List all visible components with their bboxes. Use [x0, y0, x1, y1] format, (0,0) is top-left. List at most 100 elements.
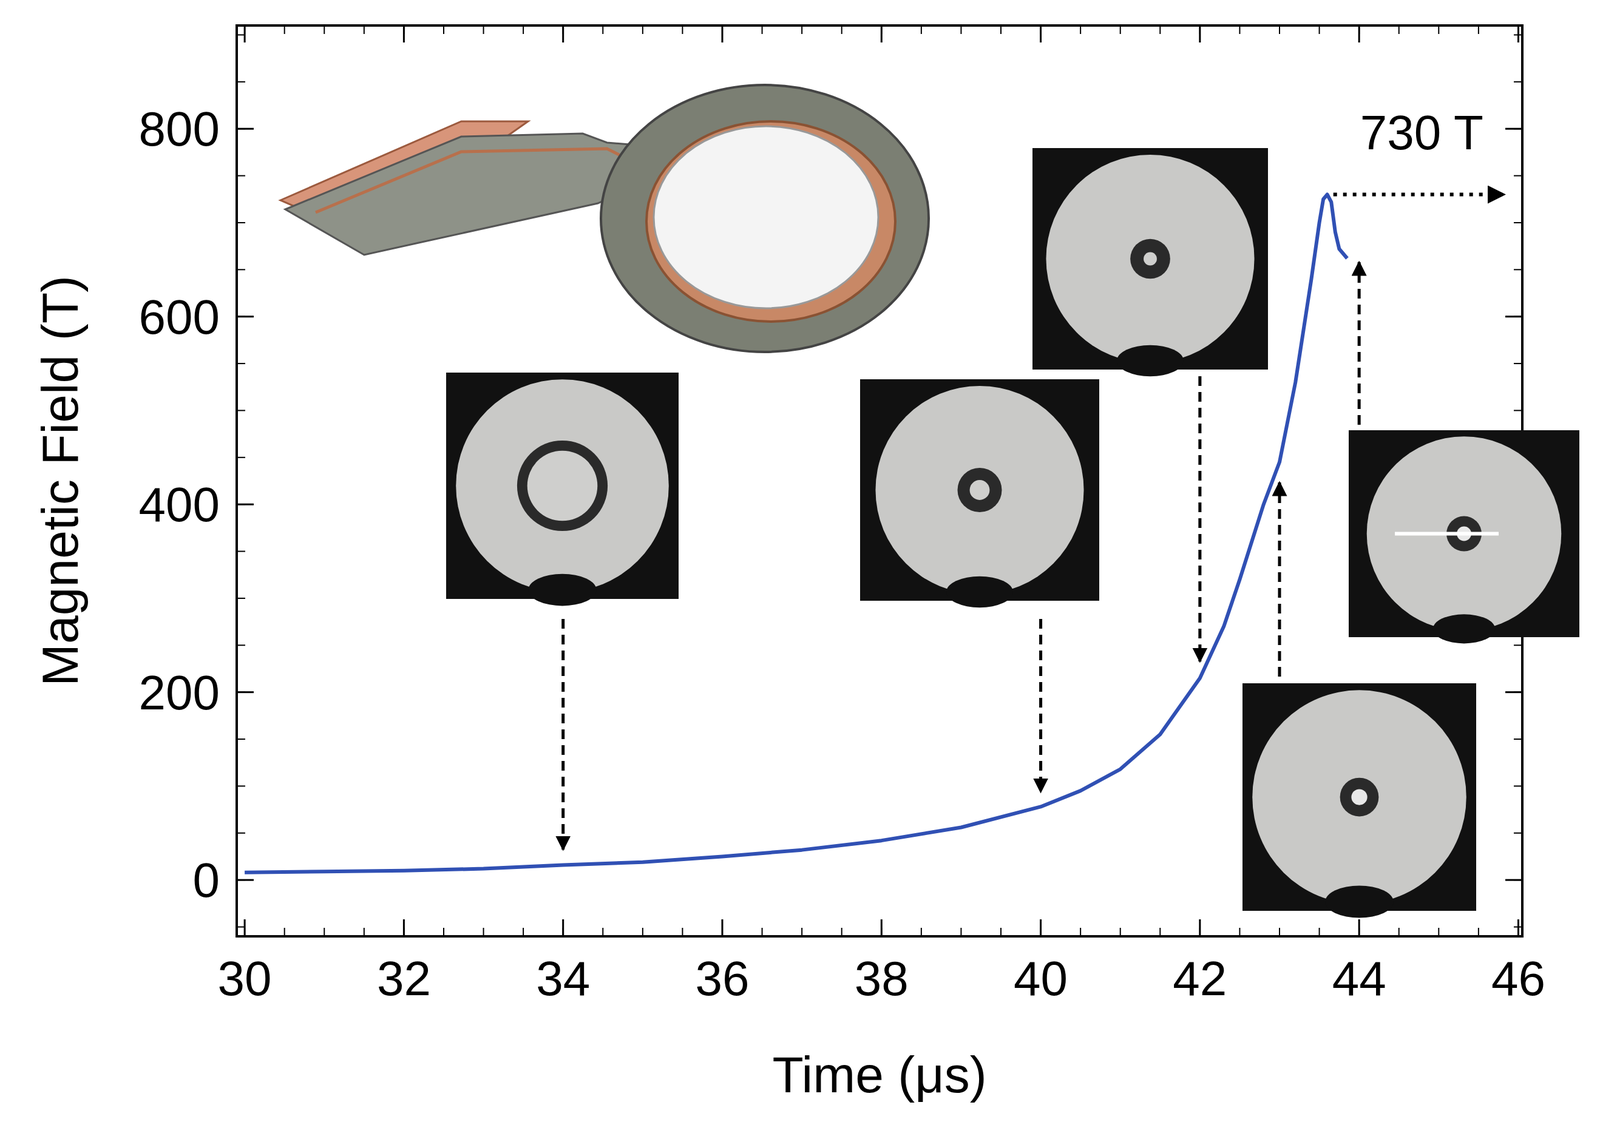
- x-minor-tick-top: [920, 25, 923, 34]
- x-minor-tick: [1318, 928, 1321, 937]
- x-minor-tick: [483, 928, 485, 937]
- x-minor-tick: [562, 928, 564, 937]
- x-tick-top: [880, 25, 883, 43]
- y-tick: [236, 315, 254, 318]
- photo-shadow: [946, 576, 1014, 608]
- x-tick: [1358, 919, 1361, 937]
- photo-field: [1366, 436, 1562, 632]
- x-tick: [244, 919, 246, 937]
- snapshot-image: [446, 372, 679, 606]
- x-tick-label: 34: [535, 951, 590, 1006]
- y-minor-tick: [236, 832, 246, 834]
- y-minor-tick: [236, 175, 246, 177]
- x-tick-top: [721, 25, 723, 43]
- y-axis-title: Magnetic Field (T): [31, 275, 89, 687]
- x-minor-tick-top: [323, 25, 325, 34]
- photo-bg: [1242, 683, 1477, 912]
- photo-core: [527, 450, 598, 522]
- y-minor-tick-right: [1513, 691, 1523, 694]
- x-minor-tick: [841, 928, 843, 937]
- y-tick-right: [1505, 691, 1523, 694]
- x-minor-tick: [1358, 928, 1360, 937]
- coil-ring-outer: [600, 84, 929, 353]
- y-minor-tick-right: [1513, 81, 1523, 83]
- x-minor-tick: [443, 928, 445, 937]
- x-minor-tick: [1278, 928, 1281, 937]
- x-tick: [721, 919, 723, 937]
- x-minor-tick: [363, 928, 365, 937]
- x-tick-label: 42: [1172, 951, 1227, 1006]
- y-minor-tick-right: [1513, 409, 1523, 411]
- x-minor-tick-top: [1000, 25, 1002, 34]
- y-minor-tick-right: [1513, 33, 1523, 36]
- photo-bg: [1348, 430, 1580, 638]
- x-tick: [403, 919, 405, 937]
- y-tick: [236, 879, 254, 882]
- coil-copper: [646, 121, 896, 322]
- feed-line: [315, 148, 650, 213]
- y-tick: [236, 691, 254, 694]
- y-minor-tick-right: [1513, 644, 1523, 646]
- x-minor-tick: [721, 928, 723, 937]
- y-tick: [236, 128, 254, 130]
- x-minor-tick: [920, 928, 923, 937]
- y-minor-tick: [236, 644, 246, 646]
- x-tick-label: 44: [1332, 951, 1387, 1006]
- y-tick-label: 400: [138, 477, 220, 532]
- x-axis-title: Time (μs): [772, 1046, 987, 1104]
- x-minor-tick: [522, 928, 524, 937]
- x-minor-tick-top: [403, 25, 405, 34]
- photo-liner: [1130, 239, 1171, 280]
- y-minor-tick: [236, 738, 246, 740]
- x-minor-tick-top: [1358, 25, 1360, 34]
- y-minor-tick: [236, 81, 246, 83]
- x-tick-top: [562, 25, 564, 43]
- x-minor-tick-top: [642, 25, 644, 34]
- x-minor-tick-top: [1477, 25, 1480, 34]
- coil-bore: [653, 126, 879, 309]
- x-tick-top: [1039, 25, 1042, 43]
- photo-liner: [1340, 778, 1380, 817]
- y-minor-tick-right: [1513, 832, 1523, 834]
- y-minor-tick: [236, 785, 246, 787]
- y-minor-tick-right: [1513, 738, 1523, 740]
- x-tick-top: [244, 25, 246, 43]
- x-minor-tick: [1398, 928, 1400, 937]
- x-minor-tick: [960, 928, 962, 937]
- x-minor-tick: [1517, 928, 1519, 937]
- y-minor-tick: [236, 879, 246, 881]
- x-minor-tick: [681, 928, 683, 937]
- y-tick: [236, 503, 254, 506]
- y-minor-tick-right: [1513, 879, 1523, 881]
- photo-shadow: [1325, 886, 1394, 919]
- x-minor-tick: [1000, 928, 1002, 937]
- x-minor-tick-top: [483, 25, 485, 34]
- x-minor-tick: [1159, 928, 1161, 937]
- x-minor-tick: [1040, 928, 1042, 937]
- x-minor-tick-top: [443, 25, 445, 34]
- x-minor-tick-top: [1437, 25, 1440, 34]
- snapshot-image: [1348, 430, 1580, 644]
- y-minor-tick: [236, 597, 246, 600]
- coil-illustration: [280, 84, 929, 353]
- x-minor-tick-top: [801, 25, 803, 34]
- x-minor-tick-top: [522, 25, 524, 34]
- plot-frame: [236, 25, 1523, 937]
- x-tick-top: [1358, 25, 1361, 43]
- y-minor-tick-right: [1513, 268, 1523, 271]
- x-minor-tick-top: [721, 25, 723, 34]
- x-minor-tick-top: [761, 25, 763, 34]
- snapshot-image: [1242, 683, 1477, 918]
- snapshot-image: [1032, 148, 1268, 377]
- x-minor-tick: [403, 928, 405, 937]
- y-tick-right: [1505, 879, 1523, 882]
- x-tick: [1039, 919, 1042, 937]
- photo-liner: [517, 440, 608, 532]
- x-minor-tick-top: [1238, 25, 1241, 34]
- chart: 3032343638404244460200400600800Time (μs)…: [0, 0, 1600, 1139]
- y-minor-tick-right: [1513, 362, 1523, 365]
- x-tick: [1198, 919, 1201, 937]
- x-minor-tick-top: [363, 25, 365, 34]
- x-minor-tick-top: [1199, 25, 1201, 34]
- y-minor-tick: [236, 457, 246, 459]
